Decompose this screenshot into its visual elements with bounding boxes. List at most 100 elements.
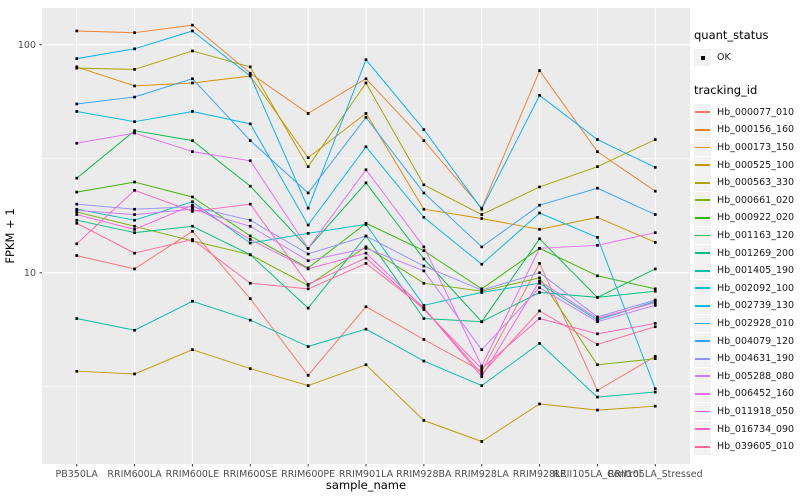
legend-item-Hb_000525_100: Hb_000525_100 <box>694 156 800 174</box>
data-point <box>480 245 484 249</box>
data-point <box>133 207 136 211</box>
data-point <box>653 390 657 394</box>
series-line-icon <box>695 445 710 448</box>
data-point <box>75 176 79 180</box>
data-point <box>248 71 252 75</box>
legend-label: Hb_002092_100 <box>717 282 795 294</box>
data-point <box>75 369 79 373</box>
legend-item-Hb_006452_160: Hb_006452_160 <box>694 385 800 403</box>
data-point <box>248 159 252 163</box>
series-line-icon <box>695 322 710 325</box>
data-point <box>653 322 657 325</box>
legend-item-Hb_000922_020: Hb_000922_020 <box>694 209 800 227</box>
data-point <box>422 128 426 131</box>
legend-item-Hb_001269_200: Hb_001269_200 <box>694 244 800 262</box>
series-line-icon <box>695 392 710 395</box>
legend-label: Hb_011918_050 <box>717 405 795 417</box>
data-point <box>75 66 79 70</box>
data-point <box>133 131 136 135</box>
legend-item-Hb_002739_130: Hb_002739_130 <box>694 297 800 315</box>
data-point <box>596 395 599 399</box>
data-point <box>480 291 484 294</box>
x-tick-label: PB350LA <box>56 469 99 480</box>
series-line-icon <box>695 129 710 131</box>
data-point <box>653 304 657 307</box>
legend-item-Hb_002092_100: Hb_002092_100 <box>694 279 800 298</box>
data-point <box>480 369 484 373</box>
data-point <box>364 234 368 238</box>
x-tick-label: RRIM600LA <box>107 469 162 480</box>
data-point <box>653 189 657 193</box>
data-point <box>596 186 599 190</box>
series-color-key <box>694 402 711 420</box>
series-line-icon <box>695 375 710 378</box>
series-line-icon <box>695 234 710 237</box>
data-point <box>248 202 252 206</box>
data-point <box>133 213 136 216</box>
data-point <box>191 139 194 142</box>
series-line-icon <box>695 287 710 290</box>
data-point <box>364 181 368 185</box>
data-point <box>248 253 252 257</box>
data-point <box>133 31 136 34</box>
x-tick-label: RRIM901LA <box>339 469 394 480</box>
data-point <box>653 166 657 169</box>
data-point <box>596 317 599 320</box>
x-tick-label: RRIM928LE <box>513 469 567 480</box>
series-color-key <box>694 139 711 157</box>
data-point <box>248 139 252 142</box>
data-point <box>422 245 426 249</box>
legend-label: Hb_000563_330 <box>717 177 795 189</box>
data-point <box>653 298 657 302</box>
legend-item-Hb_001163_120: Hb_001163_120 <box>694 227 800 245</box>
legend-label: Hb_005288_080 <box>717 370 795 382</box>
data-point <box>191 49 194 53</box>
series-line-icon <box>695 217 710 219</box>
data-point <box>133 129 136 132</box>
data-point <box>248 65 252 69</box>
data-point <box>248 224 252 228</box>
data-point <box>191 110 194 113</box>
axis-tick-labels: 10 100 PB350LA RRIM600LA RRIM600LE RRIM600SE R… <box>18 40 703 480</box>
legend-label: Hb_001269_200 <box>717 247 795 259</box>
data-point <box>364 116 368 119</box>
point-marker-key <box>694 49 711 67</box>
data-point <box>480 213 484 216</box>
data-point <box>538 247 541 250</box>
x-tick-label: RRIM928BA <box>396 469 452 480</box>
data-point <box>422 317 426 320</box>
data-point <box>364 81 368 85</box>
series-color-key <box>694 385 711 403</box>
data-point <box>191 238 194 241</box>
series-color-key <box>694 191 711 209</box>
data-point <box>191 203 194 207</box>
data-point <box>538 237 541 241</box>
data-point <box>306 267 310 271</box>
data-point <box>422 139 426 142</box>
series-color-key <box>694 350 711 368</box>
data-point <box>191 23 194 27</box>
data-point <box>75 29 79 33</box>
data-point <box>538 203 541 207</box>
legend-label: Hb_000525_100 <box>717 159 795 171</box>
data-point <box>133 328 136 332</box>
data-point <box>75 202 79 206</box>
data-point <box>538 279 541 283</box>
data-point <box>480 367 484 370</box>
data-point <box>596 150 599 153</box>
data-point <box>133 372 136 376</box>
series-color-key <box>694 262 711 280</box>
data-point <box>653 355 657 358</box>
series-color-key <box>694 297 711 315</box>
data-point <box>191 210 194 213</box>
legend-item-Hb_011918_050: Hb_011918_050 <box>694 402 800 421</box>
legend-label: Hb_000661_020 <box>717 194 795 206</box>
series-color-key <box>694 209 711 227</box>
data-point <box>538 342 541 345</box>
data-point <box>480 375 484 379</box>
legend-label: Hb_039605_010 <box>717 441 795 453</box>
data-point <box>364 77 368 81</box>
series-line-icon <box>695 146 710 149</box>
data-point <box>75 141 79 145</box>
data-point <box>596 318 599 322</box>
